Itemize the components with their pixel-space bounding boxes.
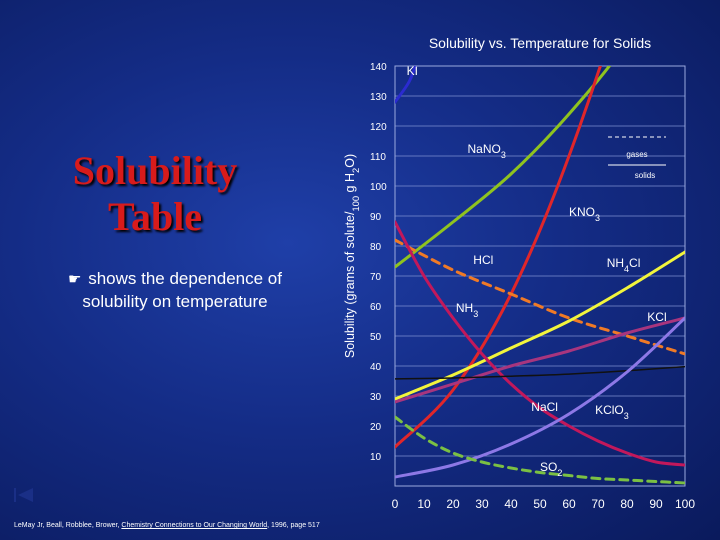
y-tick-label: 120 xyxy=(370,122,387,133)
x-tick-label: 50 xyxy=(533,497,547,511)
y-tick-label: 140 xyxy=(370,62,387,73)
y-tick-label: 30 xyxy=(370,392,382,403)
y-tick-label: 70 xyxy=(370,272,382,283)
series-label-nacl: NaCl xyxy=(531,400,558,414)
series-label-nano3: NaNO3 xyxy=(468,142,506,160)
series-line-kcl xyxy=(395,316,685,404)
x-tick-label: 0 xyxy=(392,497,399,511)
citation-prefix: LeMay Jr, Beall, Robblee, Brower, xyxy=(14,522,122,529)
series-label-kcl: KCl xyxy=(647,310,666,324)
y-tick-label: 10 xyxy=(370,452,382,463)
series-line-nh4cl xyxy=(395,250,685,401)
y-tick-label: 40 xyxy=(370,362,382,373)
series-line-kno3 xyxy=(395,66,602,449)
citation-suffix: , 1996, page 517 xyxy=(267,522,320,529)
x-tick-label: 60 xyxy=(562,497,576,511)
bullet-text-block: ☛ shows the dependence of solubility on … xyxy=(50,268,300,313)
series-line-nh3 xyxy=(395,220,685,467)
legend-solids-label: solids xyxy=(635,171,655,180)
series-group xyxy=(395,66,685,485)
x-tick-label: 40 xyxy=(504,497,518,511)
series-label-ki: KI xyxy=(407,64,418,78)
series-line-nano3 xyxy=(395,66,612,269)
chart-title: Solubility vs. Temperature for Solids xyxy=(429,35,651,51)
series-line-ki xyxy=(395,66,417,104)
series-line-nacl xyxy=(395,365,685,380)
series-label-kclo3: KClO3 xyxy=(595,403,629,421)
y-tick-label: 90 xyxy=(370,212,382,223)
series-label-nh4cl: NH4Cl xyxy=(607,256,641,274)
slide-title-line2: Table xyxy=(107,194,203,239)
bullet-text: shows the dependence of solubility on te… xyxy=(82,269,282,311)
legend-gases-label: gases xyxy=(626,150,647,159)
plot-frame xyxy=(394,65,686,487)
y-tick-label: 130 xyxy=(370,92,387,103)
citation-title: Chemistry Connections to Our Changing Wo… xyxy=(121,522,268,529)
x-tick-label: 80 xyxy=(620,497,634,511)
pointing-hand-icon: ☛ xyxy=(68,271,82,288)
y-tick-label: 80 xyxy=(370,242,382,253)
x-tick-label: 10 xyxy=(417,497,431,511)
x-tick-label: 100 xyxy=(675,497,695,511)
series-line-hcl xyxy=(395,238,685,356)
y-tick-label: 110 xyxy=(370,152,386,163)
citation: LeMay Jr, Beall, Robblee, Brower, Chemis… xyxy=(14,522,320,529)
slide-title: Solubility Table xyxy=(60,148,250,240)
series-line-so2 xyxy=(395,415,685,485)
y-tick-label: 60 xyxy=(370,302,382,313)
first-slide-icon xyxy=(14,488,33,502)
series-line-kclo3 xyxy=(395,316,685,479)
y-tick-label: 100 xyxy=(370,182,387,193)
y-tick-label: 50 xyxy=(370,332,382,343)
series-label-hcl: HCl xyxy=(473,253,493,267)
first-slide-button[interactable] xyxy=(13,486,35,504)
series-label-nh3: NH3 xyxy=(456,301,478,319)
series-label-kno3: KNO3 xyxy=(569,205,600,223)
x-tick-label: 30 xyxy=(475,497,489,511)
x-tick-label: 70 xyxy=(591,497,605,511)
x-tick-label: 20 xyxy=(446,497,460,511)
series-label-so2: SO2 xyxy=(540,460,562,478)
y-tick-label: 20 xyxy=(370,422,382,433)
x-tick-label: 90 xyxy=(649,497,663,511)
slide-title-line1: Solubility xyxy=(72,148,238,193)
y-axis-label: Solubility (grams of solute/100 g H2O) xyxy=(343,154,361,358)
